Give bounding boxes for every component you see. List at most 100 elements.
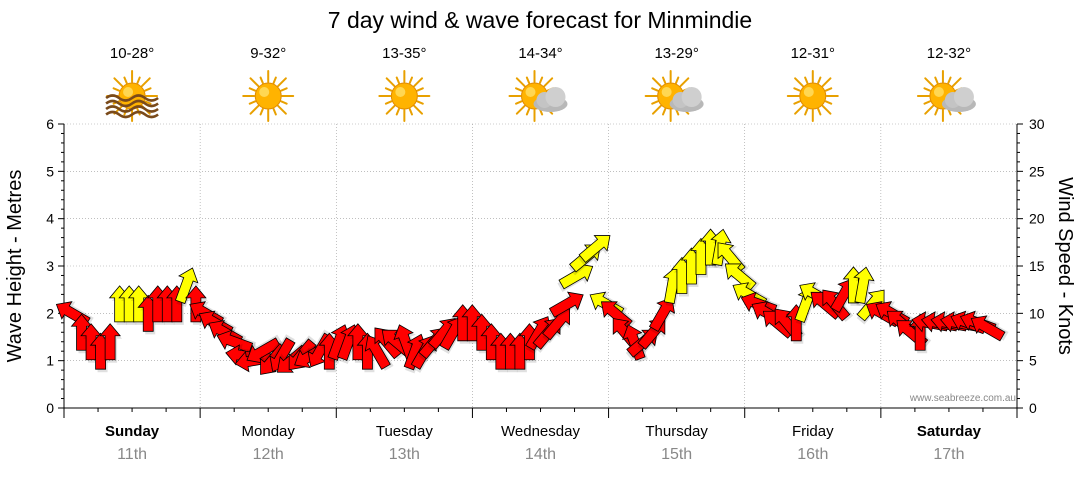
sun-ray — [259, 76, 264, 85]
sun-highlight — [395, 87, 406, 97]
wind-arrow — [648, 297, 676, 336]
sun-ray — [651, 87, 659, 92]
haze-wave — [105, 110, 159, 119]
sun-ray — [416, 87, 424, 92]
sun-ray — [144, 100, 152, 105]
wind-arrow — [970, 315, 1009, 342]
wind-arrows — [55, 228, 1009, 375]
temp-label: 13-35° — [382, 45, 426, 62]
sun-ray — [515, 100, 523, 105]
sun-cloud-icon — [508, 70, 568, 122]
cloud — [941, 87, 976, 112]
sun-ray — [947, 76, 952, 85]
sun-ray — [280, 87, 288, 92]
right-tick-label: 5 — [1029, 353, 1037, 369]
wind-arrow — [724, 263, 760, 292]
sun-ray — [675, 76, 680, 85]
sun-ray — [277, 104, 287, 115]
sun-ray — [413, 104, 424, 115]
sun-ray — [280, 100, 288, 105]
sun-ray — [824, 87, 833, 92]
sun-ray — [272, 76, 277, 85]
sun-ray — [924, 77, 935, 88]
sun-disc — [799, 82, 827, 110]
day-name: Saturday — [917, 423, 982, 440]
sun-ray — [249, 104, 260, 115]
sun-ray — [277, 77, 287, 88]
day-date: 13th — [389, 446, 420, 463]
sun-ray — [525, 107, 531, 116]
day-name: Friday — [792, 423, 834, 440]
right-tick-labels: 0 5 10 15 20 25 30 — [1029, 116, 1045, 416]
sun-ray — [136, 76, 141, 85]
wind-arrow — [99, 323, 123, 363]
sun-highlight — [525, 87, 536, 97]
left-tick-label: 2 — [46, 305, 54, 321]
day-labels: Sunday 11th Monday 12th Tuesday 13th Wednesday… — [105, 423, 982, 463]
day-date: 16th — [797, 446, 828, 463]
sun-ray — [123, 76, 128, 85]
day-date: 14th — [525, 446, 556, 463]
sun-ray — [395, 76, 400, 85]
chart-title: 7 day wind & wave forecast for Minmindie — [328, 7, 752, 33]
sun-ray — [651, 77, 662, 88]
wind-arrow — [853, 266, 876, 307]
sun-ray — [923, 100, 931, 105]
sun-ray — [515, 87, 523, 92]
sun-ray — [408, 76, 414, 85]
temp-label: 12-31° — [791, 45, 835, 62]
sun-ray — [793, 100, 801, 105]
sun-icon — [242, 70, 295, 122]
y-axis-label-left: Wave Height - Metres — [4, 170, 26, 363]
sun-ray — [395, 107, 400, 116]
cloud — [533, 87, 568, 112]
left-tick-label: 3 — [46, 258, 54, 274]
sun-ray — [248, 100, 257, 105]
sun-disc — [390, 82, 418, 110]
sun-ray — [249, 77, 260, 88]
sun-ray — [794, 104, 804, 115]
day-name: Tuesday — [376, 423, 433, 440]
sun-ray — [272, 107, 277, 116]
sun-ray — [140, 77, 151, 88]
axes — [58, 123, 1023, 418]
arrow-shape — [724, 263, 757, 292]
sun-ray — [793, 87, 801, 92]
right-tick-label: 0 — [1029, 400, 1037, 416]
sun-ray — [924, 104, 935, 115]
cloud — [669, 87, 704, 112]
sun-haze-icon — [105, 70, 159, 122]
grid — [64, 123, 1017, 408]
sun-icon — [378, 70, 431, 122]
haze-wave — [105, 94, 159, 102]
sun-ray — [113, 77, 124, 88]
sun-ray — [112, 87, 121, 92]
sun-ray — [144, 87, 152, 92]
sun-highlight — [661, 87, 672, 97]
sun-ray — [934, 76, 939, 85]
day-date: 15th — [661, 446, 692, 463]
sun-cloud-icon — [644, 70, 704, 122]
sun-ray — [661, 107, 667, 116]
arrow-shape — [648, 297, 676, 332]
day-name: Thursday — [645, 423, 708, 440]
arrow-shape — [853, 266, 875, 304]
sun-ray — [385, 77, 396, 88]
watermark: www.seabreeze.com.au — [909, 393, 1016, 404]
left-tick-label: 1 — [46, 353, 54, 369]
sun-ray — [821, 77, 832, 88]
sun-ray — [538, 76, 544, 85]
sun-cloud-icon — [916, 70, 976, 122]
sun-highlight — [123, 87, 134, 97]
sun-ray — [515, 77, 526, 88]
sun-ray — [384, 87, 393, 92]
weather-icons — [105, 70, 976, 122]
wind-arrow — [578, 235, 611, 266]
temp-label: 13-29° — [654, 45, 698, 62]
sun-highlight — [933, 87, 944, 97]
left-tick-label: 4 — [46, 211, 54, 227]
temperature-labels: 10-28° 9-32° 13-35° 14-34° 13-29° 12-31° 12-32… — [110, 45, 971, 62]
day-name: Sunday — [105, 423, 160, 440]
sun-ray — [259, 107, 264, 116]
